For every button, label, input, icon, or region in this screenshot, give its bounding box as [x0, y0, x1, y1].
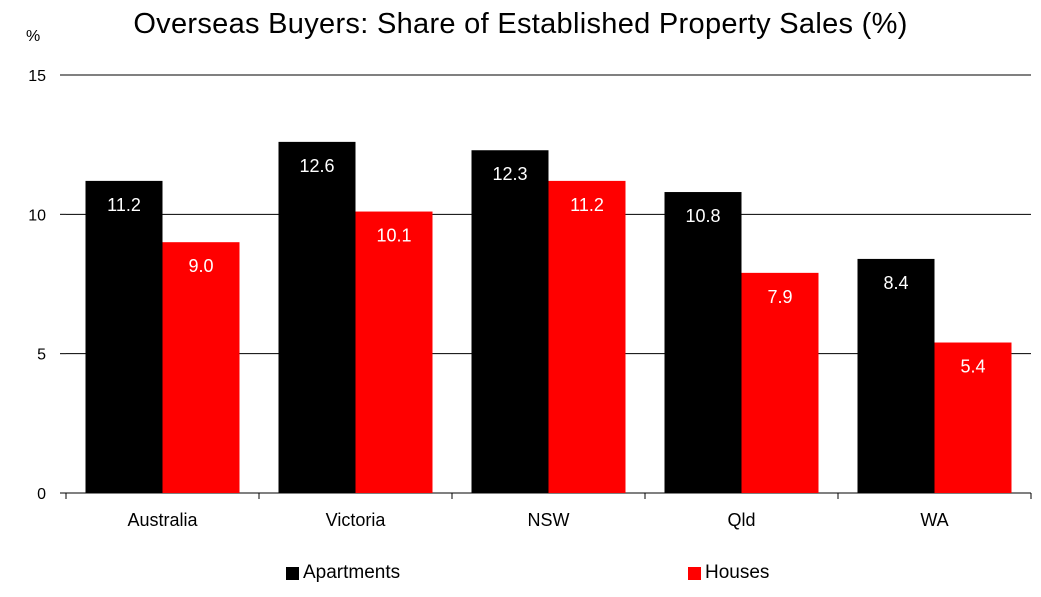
data-label: 10.8	[685, 206, 720, 226]
y-tick-label: 15	[28, 68, 46, 85]
legend-swatch-houses	[688, 566, 701, 580]
data-label: 5.4	[960, 357, 985, 377]
x-tick-label: NSW	[528, 510, 570, 530]
data-label: 11.2	[570, 195, 604, 215]
bar-apartments	[471, 150, 549, 494]
bar-apartments	[85, 180, 163, 494]
bar-houses	[548, 180, 626, 494]
data-label: 8.4	[883, 273, 908, 293]
x-tick-label: Victoria	[326, 510, 387, 530]
x-tick-label: WA	[920, 510, 948, 530]
y-tick-label: 0	[37, 486, 46, 503]
bar-houses	[934, 342, 1012, 493]
data-label: 12.6	[299, 156, 334, 176]
data-label: 12.3	[492, 164, 527, 184]
legend-label-apartments: Apartments	[303, 562, 401, 583]
data-label: 9.0	[188, 256, 213, 276]
bar-houses	[355, 211, 433, 493]
bar-apartments	[278, 141, 356, 493]
legend-swatch-apartments	[286, 566, 299, 580]
x-tick-label: Qld	[727, 510, 755, 530]
bar-houses	[162, 242, 240, 493]
legend-label-houses: Houses	[705, 562, 770, 583]
x-tick-label: Australia	[127, 510, 198, 530]
bar-apartments	[857, 258, 935, 493]
chart-title: Overseas Buyers: Share of Established Pr…	[133, 8, 908, 40]
legend-item-houses: Houses	[688, 562, 769, 584]
data-label: 7.9	[767, 287, 792, 307]
y-tick-label: 10	[28, 207, 46, 224]
data-label: 10.1	[376, 226, 411, 246]
legend-item-apartments: Apartments	[286, 562, 400, 584]
bar-apartments	[664, 192, 742, 494]
y-tick-label: 5	[37, 347, 46, 364]
bar-houses	[741, 272, 819, 493]
data-label: 11.2	[107, 195, 141, 215]
y-axis-unit-label: %	[26, 28, 41, 45]
